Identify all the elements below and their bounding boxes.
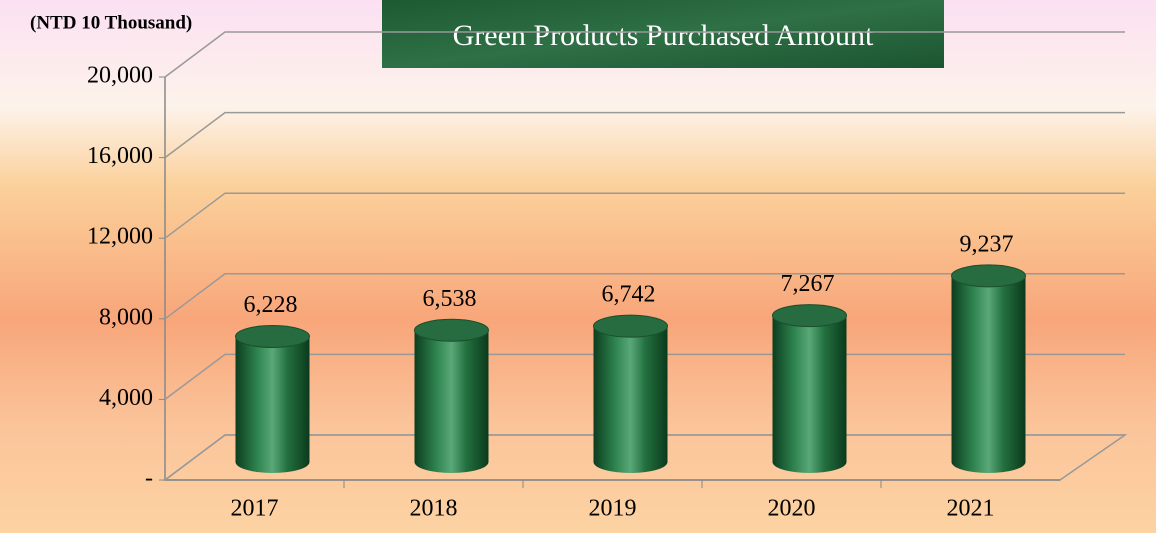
x-tick-label: 2018 — [410, 496, 458, 522]
bar — [772, 315, 847, 473]
x-tick-label: 2019 — [589, 496, 637, 522]
bar — [235, 336, 310, 473]
y-tick-label: 16,000 — [87, 143, 153, 169]
value-label: 6,228 — [244, 292, 298, 318]
y-axis-title: (NTD 10 Thousand) — [30, 12, 192, 33]
bar-top — [772, 304, 847, 328]
value-label: 9,237 — [960, 231, 1014, 257]
bar — [951, 275, 1026, 473]
y-tick-label: 20,000 — [87, 63, 153, 89]
bar — [414, 330, 489, 473]
grid-line — [164, 31, 1125, 78]
value-label: 6,538 — [423, 286, 477, 312]
y-tick-label: - — [145, 466, 153, 492]
bar-top — [593, 314, 668, 338]
chart-title: Green Products Purchased Amount — [453, 19, 874, 52]
x-tick-label: 2017 — [231, 496, 279, 522]
value-label: 7,267 — [781, 271, 835, 297]
y-tick-label: 8,000 — [99, 304, 153, 330]
bar-top — [951, 264, 1026, 288]
bar-top — [414, 318, 489, 342]
bar-top — [235, 325, 310, 349]
grid-line — [164, 111, 1125, 159]
y-tick-label: 12,000 — [87, 224, 153, 250]
grid-line — [164, 273, 1125, 320]
x-tick-label: 2020 — [768, 496, 816, 522]
y-tick-label: 4,000 — [99, 385, 153, 411]
x-tick-label: 2021 — [947, 496, 995, 522]
value-label: 6,742 — [602, 282, 656, 308]
bar — [593, 326, 668, 473]
grid-line — [164, 192, 1125, 239]
title-box — [382, 0, 944, 68]
